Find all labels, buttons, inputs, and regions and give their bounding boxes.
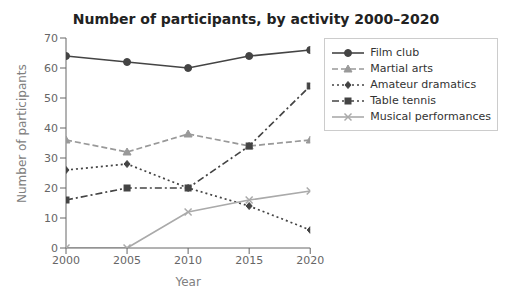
html-text:Table tennis: Table tennis — [370, 94, 436, 107]
svg-text:20: 20 — [44, 182, 58, 195]
svg-text:Year: Year — [174, 275, 200, 289]
svg-text:40: 40 — [44, 122, 58, 135]
svg-text:Number of participants: Number of participants — [15, 64, 29, 203]
svg-text:10: 10 — [44, 212, 58, 225]
html-text:Musical performances: Musical performances — [370, 110, 491, 123]
svg-text:2010: 2010 — [174, 254, 202, 267]
svg-text:50: 50 — [44, 92, 58, 105]
svg-text:60: 60 — [44, 62, 58, 75]
html-text:Amateur dramatics: Amateur dramatics — [370, 78, 477, 91]
html-text:Martial arts: Martial arts — [370, 62, 433, 75]
svg-text:2020: 2020 — [296, 254, 324, 267]
svg-text:2015: 2015 — [235, 254, 263, 267]
html-text:Film club: Film club — [370, 46, 420, 59]
svg-text:70: 70 — [44, 32, 58, 45]
svg-text:2000: 2000 — [52, 254, 80, 267]
html-text:Number of participants, by act: Number of participants, by activity 2000… — [72, 11, 440, 27]
svg-text:30: 30 — [44, 152, 58, 165]
svg-text:0: 0 — [51, 242, 58, 255]
svg-text:2005: 2005 — [113, 254, 141, 267]
